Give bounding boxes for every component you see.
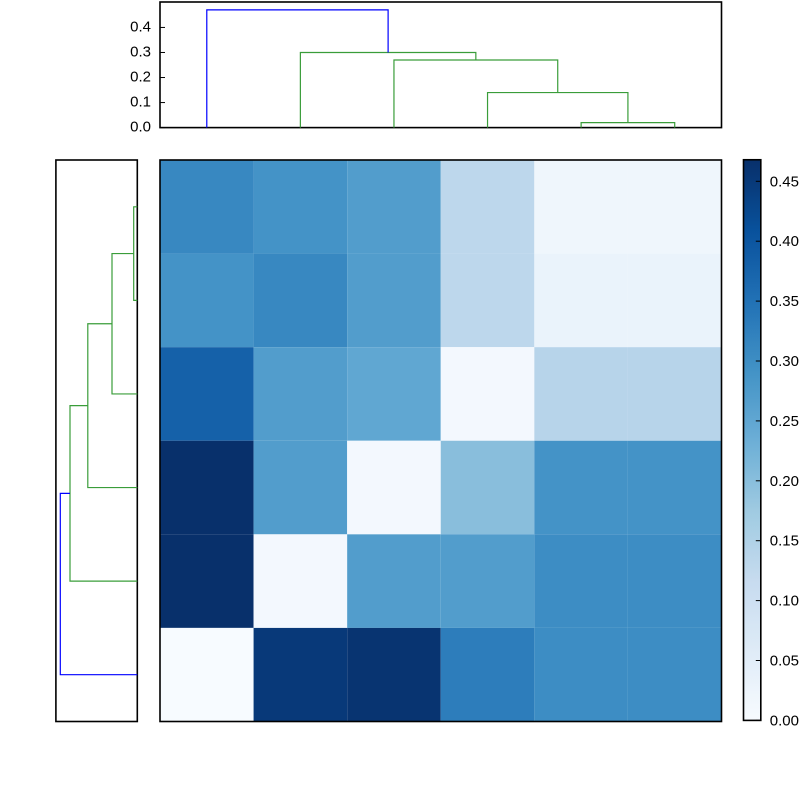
svg-text:0.1: 0.1 <box>130 94 151 111</box>
svg-text:0.0: 0.0 <box>130 119 151 136</box>
svg-text:0.00: 0.00 <box>770 712 799 729</box>
svg-text:0.40: 0.40 <box>770 233 799 250</box>
svg-text:0.3: 0.3 <box>130 43 151 60</box>
svg-text:0.30: 0.30 <box>770 353 799 370</box>
svg-text:0.45: 0.45 <box>770 173 799 190</box>
svg-text:0.10: 0.10 <box>770 593 799 610</box>
svg-text:0.25: 0.25 <box>770 413 799 430</box>
svg-text:0.2: 0.2 <box>130 69 151 86</box>
svg-text:0.4: 0.4 <box>130 18 151 35</box>
svg-text:0.05: 0.05 <box>770 653 799 670</box>
svg-text:0.35: 0.35 <box>770 293 799 310</box>
svg-text:0.20: 0.20 <box>770 473 799 490</box>
svg-text:0.15: 0.15 <box>770 533 799 550</box>
